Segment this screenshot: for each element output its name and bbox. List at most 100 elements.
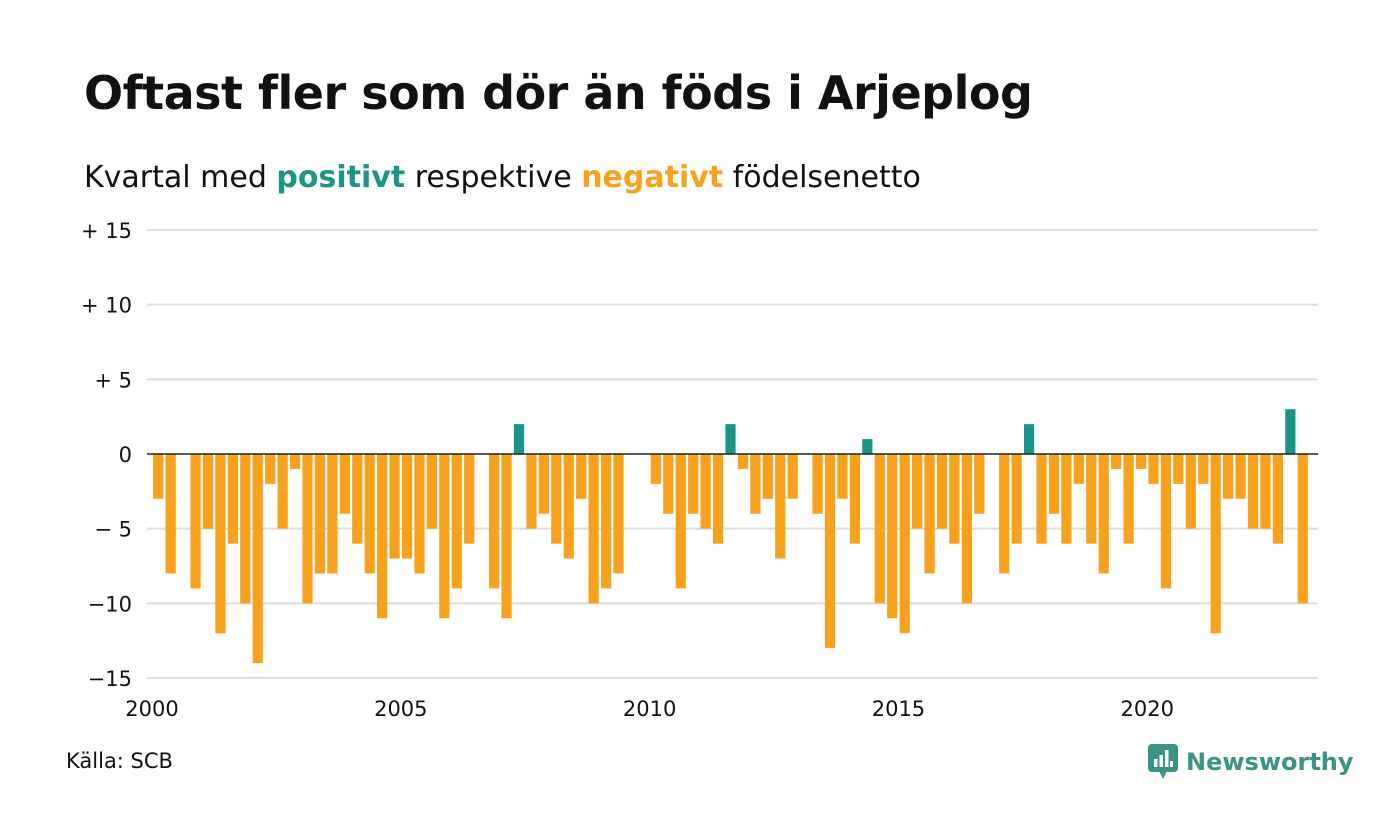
grid-lines — [147, 229, 1318, 679]
bar — [613, 454, 624, 574]
bar — [1160, 454, 1172, 589]
subtitle-positive: positivt — [276, 160, 406, 195]
source-note: Källa: SCB — [66, 749, 173, 773]
subtitle-negative: negativt — [581, 160, 724, 195]
bar — [563, 454, 574, 559]
bar — [464, 454, 475, 544]
subtitle-middle: respektive — [405, 160, 582, 195]
bar — [314, 454, 326, 574]
bar — [414, 454, 425, 574]
bar — [1148, 454, 1159, 484]
bar — [874, 454, 885, 604]
bar — [762, 454, 773, 499]
bar — [936, 454, 948, 529]
bar — [1111, 454, 1122, 469]
bar — [153, 454, 164, 499]
bar — [526, 454, 537, 529]
bar — [862, 439, 873, 454]
x-tick-label: 2020 — [1121, 697, 1174, 721]
bar — [849, 454, 861, 544]
bar — [252, 454, 263, 664]
y-tick-label: −15 — [88, 667, 132, 691]
x-tick-label: 2000 — [125, 697, 178, 721]
bars — [153, 409, 1308, 664]
bar — [227, 454, 238, 544]
bar — [1297, 454, 1308, 604]
bar — [837, 454, 848, 499]
bar — [551, 454, 562, 544]
y-tick-label: − 5 — [94, 518, 132, 542]
bar — [289, 454, 301, 469]
bar — [501, 454, 512, 619]
bar — [190, 454, 201, 589]
subtitle-prefix: Kvartal med — [84, 160, 277, 195]
bar — [352, 454, 363, 544]
subtitle-suffix: födelsenetto — [723, 160, 921, 195]
y-tick-label: + 15 — [81, 219, 132, 243]
bar — [1247, 454, 1259, 529]
bar — [1011, 454, 1022, 544]
bar — [812, 454, 823, 514]
bar — [712, 454, 724, 544]
bar — [489, 454, 500, 589]
bar — [451, 454, 462, 589]
bar — [650, 454, 661, 484]
y-tick-label: + 10 — [81, 294, 132, 318]
bar — [513, 424, 525, 454]
chart-speech-bubble-icon — [1148, 744, 1178, 779]
bar — [1073, 454, 1084, 484]
bar — [688, 454, 699, 514]
bar — [824, 454, 836, 649]
bar — [1235, 454, 1246, 499]
bar — [775, 454, 786, 559]
bar — [1173, 454, 1184, 484]
chart-subtitle: Kvartal med positivt respektive negativt… — [84, 160, 921, 195]
bar — [1048, 454, 1060, 514]
bar — [663, 454, 674, 514]
bar — [401, 454, 413, 559]
bar — [576, 454, 587, 499]
newsworthy-logo: Newsworthy — [1148, 744, 1354, 780]
bar — [538, 454, 549, 514]
bar — [165, 454, 176, 574]
bar — [1285, 409, 1296, 454]
bar — [439, 454, 450, 619]
bar — [924, 454, 935, 574]
bar — [377, 454, 388, 619]
bar — [887, 454, 898, 619]
bar — [339, 454, 350, 514]
bar — [1198, 454, 1209, 484]
bar — [1123, 454, 1134, 544]
y-tick-labels: + 15 + 10 + 5 0 − 5 −10 −15 — [81, 219, 132, 691]
y-tick-label: 0 — [119, 443, 132, 467]
bar — [1135, 454, 1147, 469]
bar — [1036, 454, 1047, 544]
x-tick-label: 2015 — [872, 697, 925, 721]
bar — [1223, 454, 1234, 499]
bar — [999, 454, 1010, 574]
x-tick-labels: 2000 2005 2010 2015 2020 — [125, 697, 1174, 721]
x-tick-label: 2005 — [374, 697, 427, 721]
bar — [364, 454, 375, 574]
brand-name: Newsworthy — [1186, 748, 1354, 776]
bar — [787, 454, 798, 499]
chart-title: Oftast fler som dör än föds i Arjeplog — [84, 66, 1033, 120]
bar — [1260, 454, 1271, 529]
bar — [1023, 424, 1035, 454]
bar — [1098, 454, 1109, 574]
bar-chart: + 15+ 10+ 50− 5−10−15 2000 2005 2010 2015 20… — [81, 219, 1318, 721]
bar — [737, 454, 749, 469]
bar — [899, 454, 910, 634]
bar — [389, 454, 400, 559]
bar — [588, 454, 599, 604]
bar — [912, 454, 923, 529]
x-tick-label: 2010 — [623, 697, 676, 721]
bar — [700, 454, 711, 529]
y-tick-label: + 5 — [94, 368, 132, 392]
bar — [675, 454, 686, 589]
bar — [240, 454, 251, 604]
bar — [426, 454, 438, 529]
bar — [1272, 454, 1283, 544]
bar — [265, 454, 276, 484]
bar — [302, 454, 313, 604]
